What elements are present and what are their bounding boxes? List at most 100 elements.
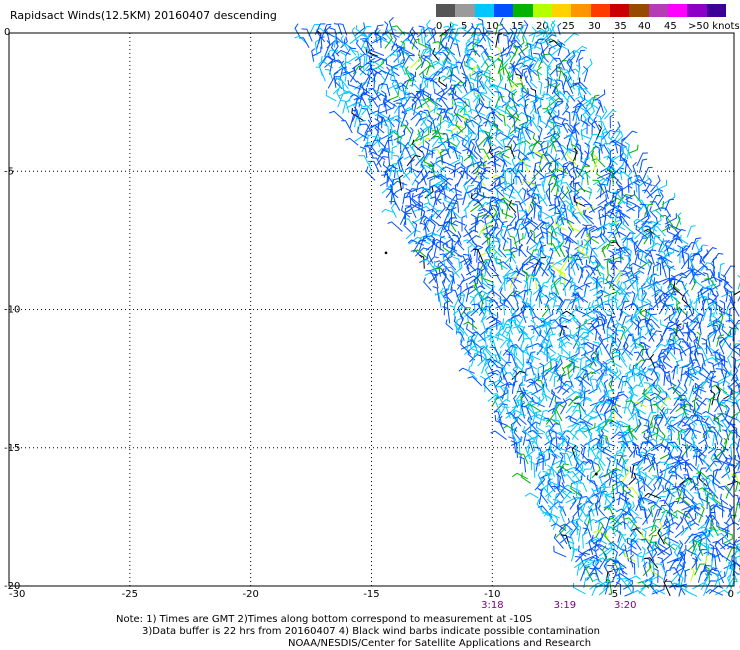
x-tick-label: 0	[728, 589, 734, 600]
wind-barb	[576, 188, 593, 194]
y-tick-label: -15	[4, 443, 20, 454]
wind-barb	[506, 124, 512, 140]
wind-barb	[466, 119, 481, 127]
wind-barb	[420, 153, 433, 166]
wind-barb	[500, 52, 512, 68]
wind-barb	[542, 140, 556, 149]
wind-barb	[422, 71, 438, 84]
wind-barb	[471, 333, 477, 348]
wind-barb	[364, 68, 372, 84]
wind-barb	[586, 133, 598, 148]
wind-barb	[403, 220, 412, 233]
wind-barb	[723, 389, 733, 400]
wind-barb	[444, 288, 454, 304]
wind-barb	[625, 190, 636, 201]
wind-barb	[668, 462, 683, 473]
wind-barb	[656, 191, 664, 207]
wind-barb	[409, 26, 418, 44]
wind-barb	[649, 217, 659, 231]
wind-barb	[513, 287, 522, 298]
wind-barb	[391, 25, 406, 36]
wind-barb	[493, 150, 500, 167]
wind-barb	[713, 414, 724, 428]
wind-barb	[694, 244, 708, 257]
wind-barb	[412, 205, 431, 213]
wind-barb	[420, 55, 431, 69]
wind-barb	[411, 90, 422, 107]
wind-barb	[588, 247, 597, 264]
wind-barb	[591, 534, 604, 552]
wind-barb	[343, 38, 353, 50]
wind-barb	[520, 305, 527, 324]
legend-tick-label: 30	[588, 21, 601, 32]
wind-barb	[695, 296, 701, 311]
wind-barb	[510, 167, 517, 185]
wind-barb	[358, 64, 367, 76]
wind-barb	[716, 334, 725, 347]
wind-barb	[508, 82, 520, 95]
wind-barb	[381, 178, 394, 194]
wind-barb	[582, 120, 588, 135]
wind-barb	[538, 317, 551, 328]
wind-barb	[612, 325, 618, 342]
wind-barb	[472, 41, 478, 56]
wind-barb	[340, 51, 347, 70]
wind-barb	[592, 276, 598, 289]
wind-barb	[511, 380, 518, 394]
wind-barb	[572, 334, 580, 349]
island-marker	[384, 251, 388, 255]
wind-barb	[603, 291, 621, 298]
wind-barb	[532, 132, 544, 147]
wind-barb	[541, 179, 547, 194]
wind-barb	[713, 311, 722, 323]
wind-barb	[496, 211, 505, 226]
wind-barb	[614, 126, 621, 141]
wind-barb	[735, 445, 740, 458]
wind-barb	[555, 296, 563, 315]
wind-barb	[692, 386, 704, 395]
wind-barb	[504, 277, 518, 290]
wind-barb	[640, 392, 652, 408]
wind-barb	[490, 228, 495, 245]
wind-barb	[566, 299, 576, 310]
wind-barb	[578, 389, 586, 401]
wind-barb	[514, 233, 524, 244]
wind-barb	[392, 49, 400, 64]
wind-barb	[541, 303, 550, 318]
wind-barb	[660, 461, 674, 474]
wind-barb	[512, 227, 521, 244]
wind-barb	[721, 274, 727, 289]
wind-barb	[407, 34, 419, 50]
wind-barb	[478, 99, 485, 113]
wind-barb	[651, 361, 666, 373]
wind-barb	[627, 424, 638, 441]
wind-barb	[529, 414, 536, 433]
wind-barb	[489, 299, 502, 311]
wind-barb	[389, 200, 401, 211]
wind-barb	[333, 31, 341, 48]
wind-barb	[578, 266, 584, 284]
wind-barb	[443, 206, 450, 224]
wind-barb	[728, 326, 734, 342]
wind-barb	[661, 226, 677, 232]
wind-barb	[551, 115, 569, 122]
wind-barb	[525, 305, 536, 317]
wind-barb	[488, 207, 498, 225]
wind-barb	[559, 228, 571, 239]
wind-barb	[606, 326, 612, 343]
wind-barb	[721, 323, 730, 337]
wind-barb	[496, 103, 511, 116]
wind-barb	[677, 244, 684, 259]
wind-barb	[469, 295, 476, 311]
wind-barb	[424, 105, 431, 121]
wind-barb	[636, 471, 653, 480]
wind-barb	[634, 419, 642, 433]
wind-barb	[527, 232, 539, 246]
wind-barb	[432, 47, 440, 62]
wind-barb	[516, 83, 529, 94]
wind-barb	[451, 205, 461, 219]
wind-barb	[662, 264, 676, 271]
wind-barb	[387, 114, 395, 128]
wind-barb	[580, 155, 591, 167]
wind-barb	[698, 444, 708, 459]
